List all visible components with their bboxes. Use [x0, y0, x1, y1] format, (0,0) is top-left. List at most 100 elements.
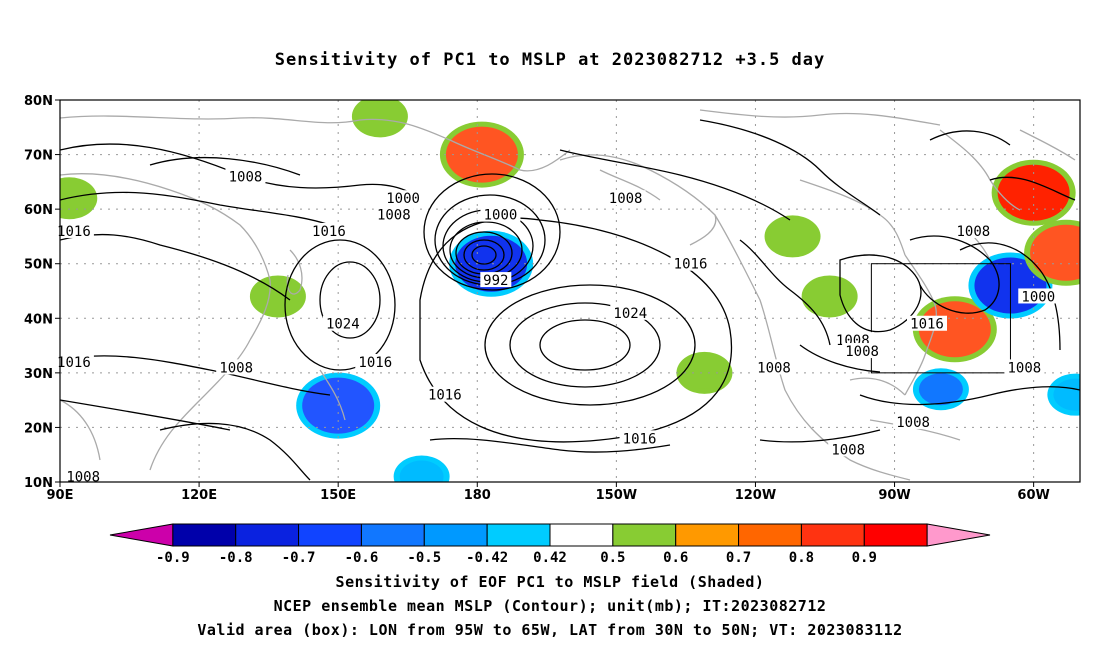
- colorbar-label: -0.5: [407, 550, 441, 566]
- contour-label: 1016: [428, 388, 462, 404]
- shaded-region: [1030, 224, 1080, 281]
- colorbar-label: 0.42: [533, 550, 567, 566]
- contour-label-bg: [480, 206, 521, 222]
- contour-label: 1008: [1008, 360, 1042, 376]
- contour-label-bg: [610, 304, 651, 320]
- shaded-region: [770, 220, 815, 253]
- contour-label-bg: [605, 190, 646, 206]
- contour-label-bg: [355, 353, 396, 369]
- colorbar-segment: [800, 523, 865, 547]
- contour-label-bg: [842, 343, 883, 359]
- lon-label: 150E: [320, 488, 356, 503]
- colorbar-arrow-high: [926, 523, 991, 547]
- colorbar-label: -0.6: [345, 550, 379, 566]
- lat-label: 50N: [24, 258, 53, 273]
- contour-label-bg: [893, 413, 934, 429]
- caption-line-1: Sensitivity of EOF PC1 to MSLP field (Sh…: [335, 573, 765, 591]
- contour-label: 1008: [831, 442, 865, 458]
- contour-label-bg: [216, 359, 257, 375]
- contour-label: 1008: [845, 344, 879, 360]
- contour-label-bg: [953, 222, 994, 238]
- lat-label: 70N: [24, 149, 53, 164]
- contour-label: 1008: [757, 360, 791, 376]
- contour-label-bg: [308, 222, 349, 238]
- contour-label: 1016: [910, 317, 944, 333]
- contour-label-bg: [828, 441, 869, 457]
- contour-label: 1016: [57, 355, 91, 371]
- lat-label: 40N: [24, 312, 53, 327]
- contour-label: 1024: [613, 306, 647, 322]
- contour-label-bg: [53, 222, 94, 238]
- shaded-region: [918, 373, 963, 406]
- contour-label: 1008: [609, 191, 643, 207]
- contour-label-bg: [383, 190, 424, 206]
- contour-label: 1008: [229, 169, 263, 185]
- colorbar-label: -0.42: [466, 550, 508, 566]
- caption-line-2: NCEP ensemble mean MSLP (Contour); unit(…: [273, 597, 827, 615]
- contour-label: 1016: [674, 257, 708, 273]
- colorbar-label: 0.7: [726, 550, 751, 566]
- colorbar-label: 0.8: [789, 550, 814, 566]
- shaded-region: [682, 356, 727, 389]
- colorbar-segment: [423, 523, 488, 547]
- colorbar-segment: [486, 523, 551, 547]
- colorbar-segment: [298, 523, 362, 547]
- shaded-region: [357, 100, 402, 133]
- shaded-region: [60, 182, 92, 215]
- contour-label: 1008: [219, 360, 253, 376]
- caption-line-3: Valid area (box): LON from 95W to 65W, L…: [197, 621, 903, 639]
- contour-label-bg: [480, 272, 512, 288]
- contour-label: 1016: [57, 224, 91, 240]
- colorbar-segment: [863, 523, 928, 547]
- colorbar-label: 0.5: [600, 550, 625, 566]
- contour-label: 1000: [484, 208, 518, 224]
- lon-label: 60W: [1017, 488, 1049, 503]
- shaded-region: [1053, 378, 1080, 411]
- map-title: Sensitivity of PC1 to MSLP at 2023082712…: [274, 50, 826, 70]
- colorbar-segment: [612, 523, 677, 547]
- contour-label: 1008: [66, 470, 100, 486]
- contour-label: 1000: [386, 191, 420, 207]
- lat-label: 80N: [24, 94, 53, 109]
- mslp-contours: [60, 119, 1080, 481]
- contour-labels: 1008100010081016100099210081016102410161…: [53, 168, 1059, 486]
- coastlines: [60, 109, 1076, 481]
- contour-label-bg: [619, 430, 660, 446]
- lon-label: 150W: [596, 488, 637, 503]
- shaded-region: [445, 126, 518, 183]
- lat-label: 30N: [24, 367, 53, 382]
- contour-label-bg: [53, 353, 94, 369]
- lon-label: 90E: [47, 488, 74, 503]
- shaded-region: [399, 460, 444, 482]
- contour-label: 1008: [896, 415, 930, 431]
- contour-label: 1024: [326, 317, 360, 333]
- contour-label: 1000: [1021, 289, 1055, 305]
- contour-label: 992: [483, 273, 508, 289]
- colorbar-label: -0.9: [156, 550, 190, 566]
- contour-label-bg: [63, 468, 104, 484]
- lat-label: 10N: [24, 476, 53, 491]
- colorbar-segment: [172, 523, 237, 547]
- colorbar-arrow-low: [109, 523, 174, 547]
- lon-label: 120E: [181, 488, 217, 503]
- lat-label: 20N: [24, 421, 53, 436]
- lon-label: 120W: [735, 488, 776, 503]
- valid-area-box: [870, 263, 1011, 374]
- contour-label-bg: [670, 255, 711, 271]
- contour-label: 1016: [312, 224, 346, 240]
- contour-label: 1008: [377, 208, 411, 224]
- contour-label-bg: [1018, 288, 1059, 304]
- colorbar-label: 0.6: [663, 550, 688, 566]
- shaded-region: [255, 280, 300, 313]
- colorbar-label: -0.7: [282, 550, 316, 566]
- contour-label-bg: [907, 315, 947, 331]
- contour-label: 1016: [623, 431, 657, 447]
- colorbar: -0.9 -0.8 -0.7 -0.6 -0.5 -0.42 0.42 0.5 0.6 0.7 0.…: [109, 523, 991, 566]
- colorbar-segment: [549, 523, 614, 547]
- contour-label-bg: [1004, 359, 1045, 375]
- lon-label: 90W: [878, 488, 910, 503]
- contour-label-bg: [225, 168, 266, 184]
- contour-label: 1016: [358, 355, 392, 371]
